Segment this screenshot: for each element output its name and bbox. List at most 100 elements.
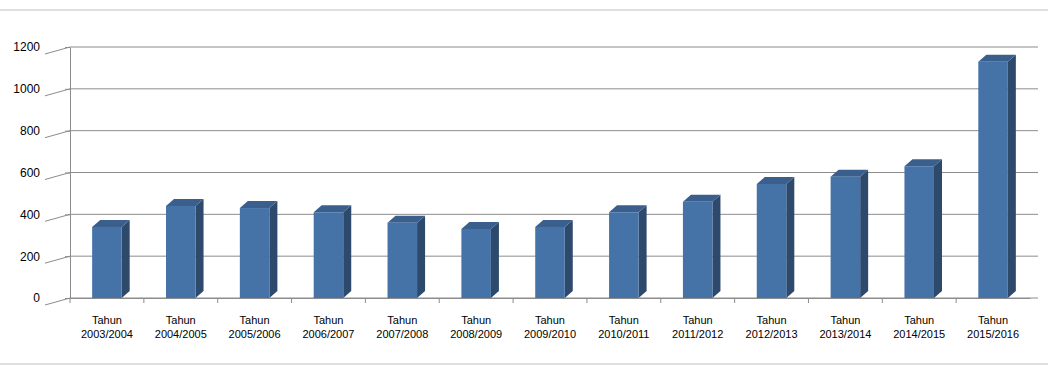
- x-tick-label: Tahun2007/2008: [376, 314, 428, 340]
- y-tick: 200: [20, 250, 70, 264]
- bar: [166, 206, 196, 298]
- x-tick-label: Tahun2004/2005: [155, 314, 207, 340]
- bar-top: [609, 205, 647, 212]
- bars: [92, 55, 1016, 298]
- category-separator: [808, 298, 809, 303]
- bar-side: [565, 220, 573, 298]
- y-tick: 0: [33, 291, 70, 305]
- bar-top: [978, 55, 1016, 62]
- bar-side: [122, 220, 130, 298]
- x-axis-line: [71, 298, 1031, 299]
- x-tick-label: Tahun2011/2012: [672, 314, 723, 340]
- y-tick: 400: [20, 208, 70, 222]
- category-separator: [660, 298, 661, 303]
- bar-3d: [388, 216, 426, 298]
- y-tick-mark: [65, 131, 70, 132]
- bar: [978, 62, 1008, 298]
- x-labels: Tahun2003/2004 Tahun2004/2005 Tahun2005/20…: [81, 314, 1019, 340]
- bar-top: [92, 220, 130, 227]
- grid-line: [45, 173, 1038, 180]
- bar-side: [934, 159, 942, 298]
- x-tick-label: Tahun2015/2016: [967, 314, 1019, 340]
- x-tick-label: Tahun2014/2015: [893, 314, 945, 340]
- y-tick-mark: [65, 256, 70, 257]
- bar-side: [196, 199, 204, 298]
- y-tick-label: 600: [20, 166, 40, 180]
- bar-top: [314, 205, 352, 212]
- bar-top: [461, 222, 499, 229]
- x-tick-label: Tahun2012/2013: [746, 314, 798, 340]
- y-axis: 0 200 400 600 800 1000 1200: [13, 40, 70, 305]
- y-tick-mark: [65, 47, 70, 48]
- bar-side: [343, 205, 351, 298]
- y-tick: 600: [20, 166, 70, 180]
- bar-3d: [757, 177, 795, 298]
- bar-3d: [609, 205, 647, 298]
- x-tick-label: Tahun2010/2011: [598, 314, 649, 340]
- bar: [92, 227, 122, 298]
- bar-side: [860, 170, 868, 298]
- y-tick-label: 1000: [13, 82, 40, 96]
- y-tick: 1000: [13, 82, 70, 96]
- bar-top: [388, 216, 426, 223]
- grid-line: [45, 47, 1038, 54]
- y-tick: 800: [20, 124, 70, 138]
- bar-side: [269, 201, 277, 298]
- grid-line: [45, 298, 1038, 305]
- bar-top: [757, 177, 795, 184]
- bar: [388, 223, 418, 298]
- grid-line: [45, 89, 1038, 96]
- category-separator: [882, 298, 883, 303]
- grid: [45, 47, 1038, 305]
- frame-bottom: [0, 364, 1048, 365]
- bar-top: [904, 159, 942, 166]
- y-tick-label: 1200: [13, 40, 40, 54]
- y-tick-mark: [65, 214, 70, 215]
- bar-3d: [461, 222, 499, 298]
- category-separator: [956, 298, 957, 303]
- bar: [904, 166, 934, 298]
- y-tick-label: 0: [33, 291, 40, 305]
- bar-3d: [904, 159, 942, 298]
- category-separator: [217, 298, 218, 303]
- frame-top: [0, 10, 1048, 11]
- category-separator: [291, 298, 292, 303]
- y-tick: 1200: [13, 40, 70, 54]
- category-separator: [365, 298, 366, 303]
- category-separator: [734, 298, 735, 303]
- bar: [535, 227, 565, 298]
- y-tick-mark: [65, 89, 70, 90]
- y-tick-mark: [65, 298, 70, 299]
- x-tick-label: Tahun2008/2009: [450, 314, 502, 340]
- bar: [314, 212, 344, 298]
- x-tick-label: Tahun2009/2010: [524, 314, 576, 340]
- x-tick-label: Tahun2003/2004: [81, 314, 133, 340]
- y-tick-label: 200: [20, 250, 40, 264]
- bar-3d: [240, 201, 278, 298]
- category-separator: [586, 298, 587, 303]
- bar-top: [831, 170, 869, 177]
- bar: [757, 184, 787, 298]
- bar-3d: [683, 195, 721, 298]
- bar-side: [1008, 55, 1016, 298]
- y-axis-line: [70, 48, 71, 299]
- x-tick-label: Tahun2006/2007: [302, 314, 354, 340]
- y-tick-mark: [65, 173, 70, 174]
- bar-3d: [166, 199, 204, 298]
- bar-3d: [314, 205, 352, 298]
- chart: 020040060080010001200Tahun2003/2004Tahun…: [0, 0, 1048, 369]
- bar-side: [786, 177, 794, 298]
- bar: [609, 212, 639, 298]
- y-tick-label: 400: [20, 208, 40, 222]
- bar-3d: [535, 220, 573, 298]
- x-tick-label: Tahun2005/2006: [229, 314, 281, 340]
- bar: [831, 177, 861, 298]
- bar: [240, 208, 270, 298]
- category-separator: [439, 298, 440, 303]
- bar-top: [240, 201, 278, 208]
- bar-top: [683, 195, 721, 202]
- category-separator: [513, 298, 514, 303]
- bar: [683, 202, 713, 298]
- bar-side: [639, 205, 647, 298]
- bar-side: [712, 195, 720, 298]
